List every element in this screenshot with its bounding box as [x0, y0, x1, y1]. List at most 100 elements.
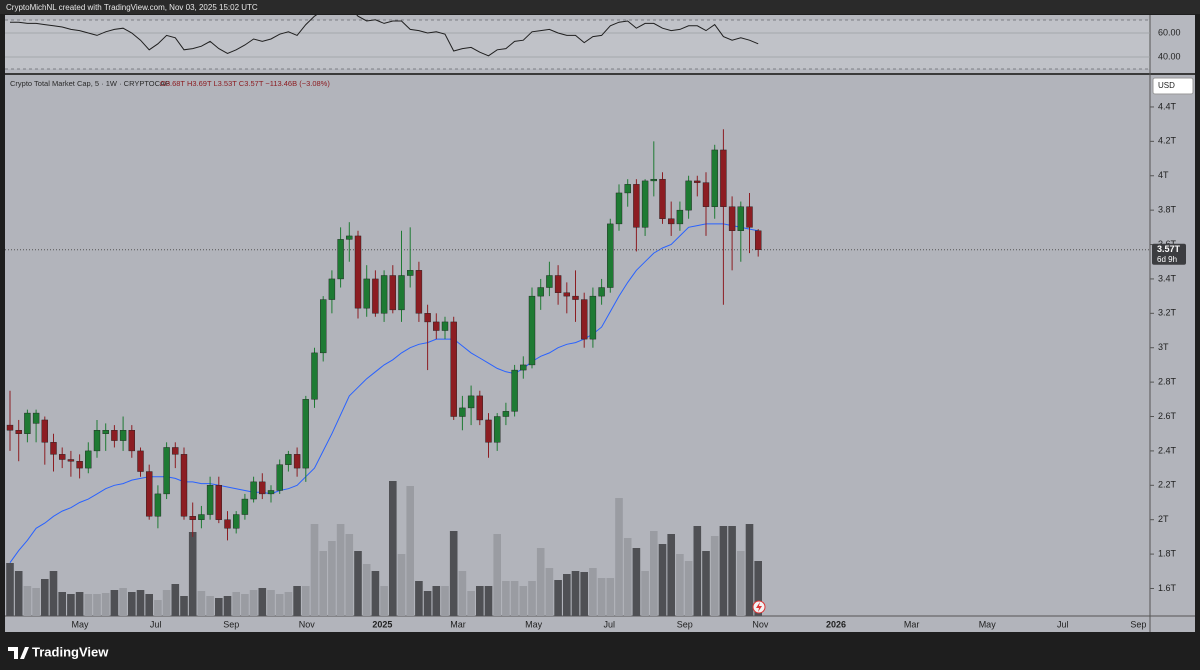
candle-body	[476, 395, 483, 421]
candle-body	[711, 149, 718, 207]
x-tick-label: Jul	[603, 619, 615, 629]
volume-bar	[545, 568, 554, 616]
volume-bar	[710, 536, 719, 616]
x-tick-label: Nov	[299, 619, 316, 629]
candle-body	[85, 450, 92, 469]
y-tick-label: 2.2T	[1158, 480, 1177, 490]
candle-body	[737, 206, 744, 231]
volume-bar	[84, 594, 93, 616]
volume-bar	[389, 481, 397, 616]
volume-bar	[362, 564, 371, 616]
volume-bar	[67, 594, 75, 616]
volume-bar	[432, 586, 441, 616]
candle-body	[676, 209, 684, 225]
candle-body	[728, 206, 736, 231]
price-pane	[5, 75, 1195, 632]
volume-bar	[554, 580, 562, 616]
volume-bar	[128, 592, 136, 616]
candle-body	[241, 498, 249, 515]
y-tick-label: 4.2T	[1158, 136, 1177, 146]
rsi-tick-label: 40.00	[1158, 51, 1181, 61]
volume-bar	[310, 524, 319, 616]
volume-bar	[58, 592, 66, 616]
volume-bar	[345, 534, 354, 616]
volume-bar	[571, 571, 580, 616]
volume-bar	[145, 594, 153, 616]
candle-body	[641, 180, 649, 228]
x-tick-label: Jul	[1057, 619, 1069, 629]
rsi-line	[10, 15, 759, 57]
candle-body	[59, 454, 66, 460]
volume-bar	[536, 548, 545, 616]
candle-body	[6, 424, 14, 431]
volume-bar	[589, 568, 597, 616]
candle-body	[589, 295, 597, 340]
candle-body	[189, 516, 196, 520]
candle-body	[119, 430, 127, 441]
volume-bar	[563, 574, 571, 616]
volume-bar	[658, 544, 667, 616]
candle-body	[459, 407, 466, 417]
volume-bar	[49, 571, 58, 616]
candle-body	[624, 184, 631, 194]
volume-bar	[171, 584, 180, 616]
candle-body	[650, 178, 657, 182]
volume-bar	[154, 600, 162, 616]
rsi-band	[5, 20, 1150, 69]
candle-body	[746, 206, 753, 228]
x-tick-label: Sep	[1130, 619, 1146, 629]
volume-bar	[32, 588, 40, 616]
credit: CryptoMichNL created with TradingView.co…	[6, 3, 258, 12]
candle-body	[67, 459, 75, 462]
volume-bar	[702, 551, 710, 616]
candle-body	[685, 180, 692, 211]
candle-body	[346, 235, 353, 240]
candle-body	[537, 287, 544, 297]
currency[interactable]: USD	[1158, 81, 1175, 90]
volume-bar	[293, 586, 301, 616]
x-tick-label: May	[71, 619, 89, 629]
x-tick-label: May	[979, 619, 997, 629]
volume-bar	[241, 594, 249, 616]
rsi-tick-label: 60.00	[1158, 27, 1181, 37]
volume-bar	[380, 586, 388, 616]
volume-bar	[302, 586, 310, 616]
rsi-group	[10, 15, 759, 57]
volume-bar	[75, 592, 84, 616]
candle-body	[76, 461, 83, 469]
volume-bar	[650, 531, 658, 616]
volume-bar	[519, 586, 528, 616]
candle-body	[198, 514, 205, 520]
y-tick-label: 3.2T	[1158, 308, 1177, 318]
currency-button[interactable]	[1152, 77, 1194, 95]
volume-bar	[258, 588, 267, 616]
x-tick-label: Mar	[904, 619, 920, 629]
candle-body	[694, 180, 701, 183]
candle-body	[320, 299, 327, 354]
y-tick-label: 2T	[1158, 514, 1169, 524]
x-tick-label: Jul	[150, 619, 162, 629]
candle-body	[485, 419, 492, 443]
volume-bar	[528, 581, 536, 616]
volume-bar	[162, 590, 171, 616]
volume-bar	[754, 561, 762, 616]
candle-body	[702, 182, 710, 207]
candle-body	[93, 430, 101, 452]
candle-body	[450, 321, 457, 417]
volume-bar	[667, 534, 675, 616]
volume-bar	[232, 592, 240, 616]
volume-bar	[441, 586, 449, 616]
volume-bar	[223, 596, 232, 616]
y-tick-label: 4.4T	[1158, 101, 1177, 111]
candle-body	[128, 430, 136, 452]
x-tick-label: Sep	[677, 619, 693, 629]
volume-bar	[136, 590, 145, 616]
y-tick-label: 2.8T	[1158, 376, 1177, 386]
candle-body	[111, 430, 118, 441]
candle-body	[668, 218, 675, 225]
volume-bar	[188, 532, 197, 616]
y-tick-label: 1.6T	[1158, 583, 1177, 593]
volume-bar	[467, 591, 475, 616]
candle-body	[232, 514, 240, 529]
